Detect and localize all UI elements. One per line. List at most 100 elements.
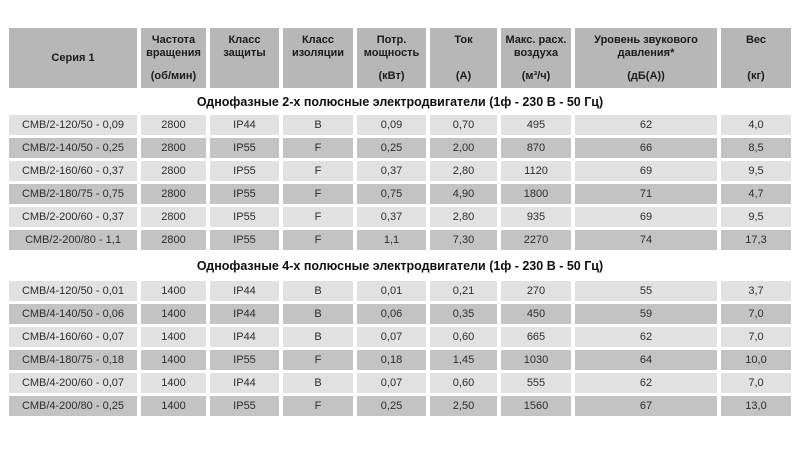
value-cell: 71 xyxy=(575,184,717,204)
table-row: СМВ/4-200/80 - 0,25 1400 IP55 F 0,25 2,50 1560… xyxy=(9,396,791,416)
value-cell: 0,07 xyxy=(357,373,426,393)
value-cell: 555 xyxy=(501,373,571,393)
value-cell: 1560 xyxy=(501,396,571,416)
table-row: СМВ/2-200/80 - 1,1 2800 IP55 F 1,1 7,30 2270 74… xyxy=(9,230,791,250)
column-label: Серия 1 xyxy=(51,52,95,64)
value-cell: 0,07 xyxy=(357,327,426,347)
table-row: СМВ/4-180/75 - 0,18 1400 IP55 F 0,18 1,45 1030… xyxy=(9,350,791,370)
value-cell: IP44 xyxy=(210,115,279,135)
value-cell: B xyxy=(283,327,353,347)
column-unit: (м³/ч) xyxy=(521,70,551,82)
value-cell: 2,80 xyxy=(430,161,497,181)
value-cell: 0,70 xyxy=(430,115,497,135)
value-cell: 1400 xyxy=(141,350,206,370)
value-cell: 2800 xyxy=(141,184,206,204)
value-cell: 0,09 xyxy=(357,115,426,135)
value-cell: B xyxy=(283,281,353,301)
column-header: Класс защиты xyxy=(210,28,279,88)
value-cell: 69 xyxy=(575,207,717,227)
column-label: Частота вращения xyxy=(146,34,201,59)
model-cell: СМВ/4-160/60 - 0,07 xyxy=(9,327,137,347)
value-cell: 0,25 xyxy=(357,396,426,416)
header-row: Серия 1 Частота вращения (об/мин) Класс защ… xyxy=(9,28,791,88)
value-cell: 2800 xyxy=(141,115,206,135)
column-unit: (А) xyxy=(455,70,472,82)
value-cell: 0,18 xyxy=(357,350,426,370)
value-cell: 66 xyxy=(575,138,717,158)
value-cell: 1400 xyxy=(141,281,206,301)
column-header: Макс. расх. воздуха (м³/ч) xyxy=(501,28,571,88)
value-cell: 1400 xyxy=(141,327,206,347)
value-cell: 4,0 xyxy=(721,115,791,135)
value-cell: 0,60 xyxy=(430,373,497,393)
value-cell: 1800 xyxy=(501,184,571,204)
value-cell: 2270 xyxy=(501,230,571,250)
column-label: Макс. расх. воздуха xyxy=(505,34,567,59)
model-cell: СМВ/4-120/50 - 0,01 xyxy=(9,281,137,301)
value-cell: 7,0 xyxy=(721,373,791,393)
model-cell: СМВ/2-140/50 - 0,25 xyxy=(9,138,137,158)
column-label: Потр. мощность xyxy=(363,34,420,59)
table-row: СМВ/2-200/60 - 0,37 2800 IP55 F 0,37 2,80 935 6… xyxy=(9,207,791,227)
column-header: Ток (А) xyxy=(430,28,497,88)
value-cell: 0,37 xyxy=(357,207,426,227)
value-cell: IP44 xyxy=(210,281,279,301)
column-header: Класс изоляции xyxy=(283,28,353,88)
model-cell: СМВ/4-200/60 - 0,07 xyxy=(9,373,137,393)
value-cell: 935 xyxy=(501,207,571,227)
value-cell: 17,3 xyxy=(721,230,791,250)
model-cell: СМВ/2-120/50 - 0,09 xyxy=(9,115,137,135)
value-cell: 1,1 xyxy=(357,230,426,250)
value-cell: 7,30 xyxy=(430,230,497,250)
value-cell: IP55 xyxy=(210,184,279,204)
value-cell: 10,0 xyxy=(721,350,791,370)
column-unit: (об/мин) xyxy=(150,70,197,82)
value-cell: IP44 xyxy=(210,304,279,324)
value-cell: 2,80 xyxy=(430,207,497,227)
section-title: Однофазные 4-х полюсные электродвигатели… xyxy=(196,258,604,273)
value-cell: 0,60 xyxy=(430,327,497,347)
value-cell: 270 xyxy=(501,281,571,301)
value-cell: 64 xyxy=(575,350,717,370)
table-row: СМВ/2-180/75 - 0,75 2800 IP55 F 0,75 4,90 1800… xyxy=(9,184,791,204)
value-cell: 1400 xyxy=(141,304,206,324)
model-cell: СМВ/2-160/60 - 0,37 xyxy=(9,161,137,181)
value-cell: 13,0 xyxy=(721,396,791,416)
value-cell: F xyxy=(283,396,353,416)
value-cell: IP55 xyxy=(210,207,279,227)
value-cell: 0,01 xyxy=(357,281,426,301)
value-cell: 9,5 xyxy=(721,207,791,227)
column-label: Вес xyxy=(745,34,767,46)
column-label: Уровень звукового давления* xyxy=(594,34,698,59)
model-cell: СМВ/4-200/80 - 0,25 xyxy=(9,396,137,416)
column-unit: (кг) xyxy=(747,70,765,82)
model-cell: СМВ/2-200/80 - 1,1 xyxy=(9,230,137,250)
value-cell: F xyxy=(283,161,353,181)
value-cell: 74 xyxy=(575,230,717,250)
value-cell: 1,45 xyxy=(430,350,497,370)
value-cell: 2,00 xyxy=(430,138,497,158)
section-rows: СМВ/2-120/50 - 0,09 2800 IP44 B 0,09 0,70 495 6… xyxy=(9,115,791,250)
value-cell: IP44 xyxy=(210,373,279,393)
model-cell: СМВ/4-140/50 - 0,06 xyxy=(9,304,137,324)
table-row: СМВ/4-160/60 - 0,07 1400 IP44 B 0,07 0,60 665 6… xyxy=(9,327,791,347)
value-cell: IP55 xyxy=(210,230,279,250)
table-row: СМВ/2-160/60 - 0,37 2800 IP55 F 0,37 2,80 1120… xyxy=(9,161,791,181)
value-cell: IP55 xyxy=(210,350,279,370)
model-cell: СМВ/2-180/75 - 0,75 xyxy=(9,184,137,204)
value-cell: F xyxy=(283,184,353,204)
column-label: Ток xyxy=(454,34,473,46)
section-title: Однофазные 2-х полюсные электродвигатели… xyxy=(196,94,604,109)
model-cell: СМВ/4-180/75 - 0,18 xyxy=(9,350,137,370)
value-cell: 67 xyxy=(575,396,717,416)
column-label: Класс защиты xyxy=(223,34,266,59)
value-cell: 7,0 xyxy=(721,327,791,347)
table-body: Однофазные 2-х полюсные электродвигатели… xyxy=(9,88,791,416)
value-cell: 59 xyxy=(575,304,717,324)
value-cell: 3,7 xyxy=(721,281,791,301)
section: Однофазные 4-х полюсные электродвигатели… xyxy=(9,250,791,416)
value-cell: F xyxy=(283,138,353,158)
value-cell: 0,25 xyxy=(357,138,426,158)
value-cell: 0,06 xyxy=(357,304,426,324)
